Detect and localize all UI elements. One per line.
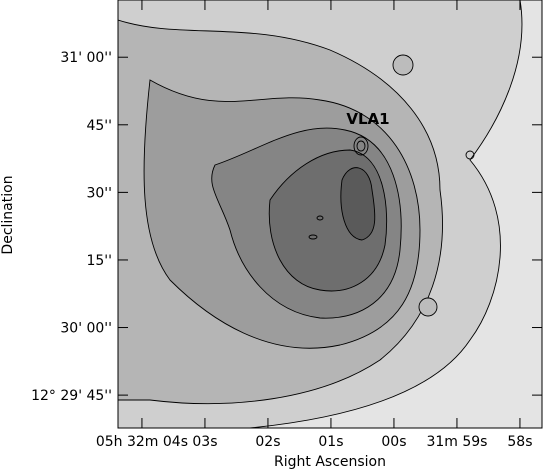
y-tick-label: 45'' (86, 118, 112, 134)
x-tick-label: 00s (381, 434, 406, 450)
x-tick-label: 31m 59s (426, 434, 487, 450)
x-tick-label: 02s (255, 434, 280, 450)
y-tick-label: 15'' (86, 253, 112, 269)
x-tick-label: 05h 32m 04s (96, 434, 188, 450)
contour-map (118, 0, 542, 428)
y-tick-label: 30'' (86, 185, 112, 201)
y-tick-label: 31' 00'' (60, 50, 112, 66)
annotation: VLA1 (346, 110, 389, 128)
y-tick-label: 12° 29' 45'' (31, 388, 112, 404)
x-axis-title: Right Ascension (274, 454, 386, 470)
x-tick-label: 58s (507, 434, 532, 450)
x-tick-label: 03s (192, 434, 217, 450)
y-axis-title: Declination (0, 175, 16, 254)
plot-frame (117, 0, 543, 429)
x-tick-label: 01s (318, 434, 343, 450)
y-tick-label: 30' 00'' (60, 321, 112, 337)
